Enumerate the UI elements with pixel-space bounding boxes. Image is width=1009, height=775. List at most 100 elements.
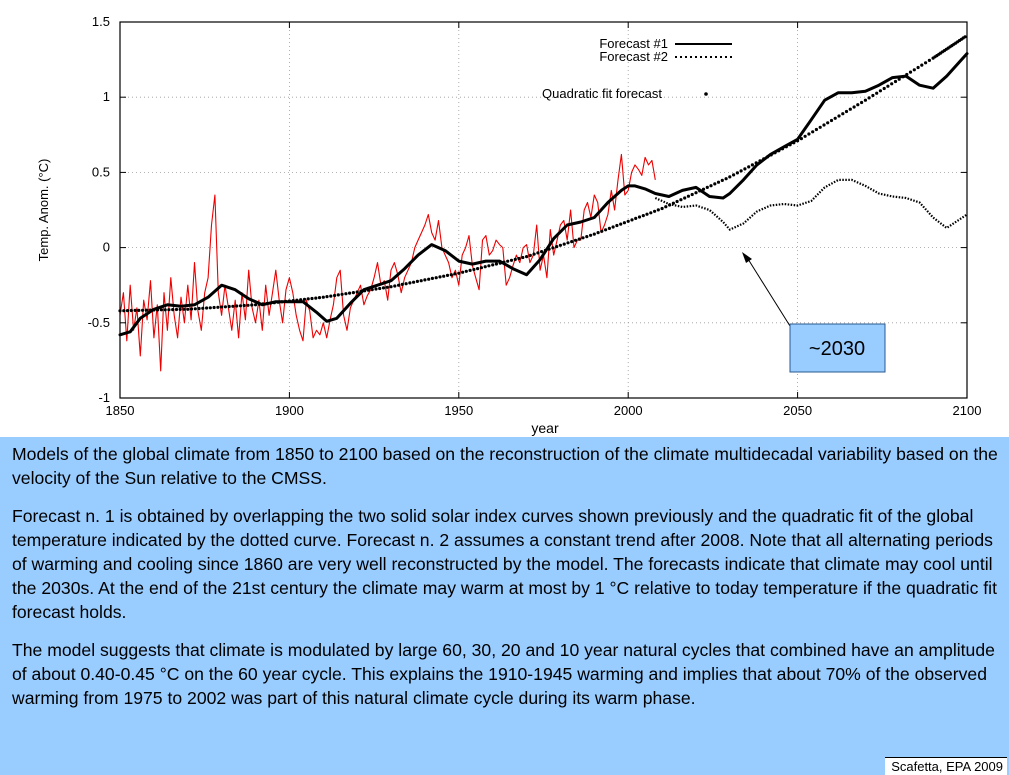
annotation-2030: ~2030 — [742, 252, 886, 373]
quadratic-fit-point — [837, 114, 841, 118]
quadratic-fit-point — [227, 304, 231, 309]
quadratic-fit-point — [735, 171, 740, 175]
quadratic-fit-point — [701, 187, 706, 191]
quadratic-fit-point — [212, 305, 216, 310]
quadratic-fit-point — [235, 304, 239, 308]
quadratic-fit-point — [589, 233, 593, 237]
quadratic-fit-point — [419, 279, 423, 283]
quadratic-fit-point — [186, 307, 190, 311]
quadratic-fit-point — [163, 308, 167, 312]
quadratic-fit-point — [607, 226, 612, 230]
quadratic-fit-point — [141, 308, 145, 312]
quadratic-fit-point — [878, 89, 883, 93]
quadratic-fit-point — [920, 63, 924, 67]
forecast-2-series — [654, 178, 968, 231]
quadratic-fit-point — [807, 132, 811, 136]
quadratic-fit-point — [317, 296, 322, 300]
quadratic-fit-point — [826, 121, 830, 125]
quadratic-fit-point — [713, 182, 717, 186]
x-tick-label: 2000 — [614, 403, 643, 418]
quadratic-fit-point — [604, 228, 608, 232]
quadratic-fit-point — [829, 118, 834, 123]
quadratic-fit-point — [637, 215, 642, 219]
quadratic-fit-point — [216, 305, 220, 309]
quadratic-fit-point — [592, 232, 596, 236]
quadratic-fit-point — [468, 268, 472, 272]
quadratic-fit-point — [133, 308, 137, 312]
quadratic-fit-point — [487, 264, 491, 268]
x-tick-label: 1900 — [275, 403, 304, 418]
quadratic-fit-point — [404, 282, 408, 286]
quadratic-fit-point — [223, 305, 227, 309]
quadratic-fit-point — [803, 134, 807, 138]
quadratic-fit-point — [430, 276, 434, 280]
quadratic-fit-point — [397, 283, 401, 287]
y-tick-label: 1 — [103, 89, 110, 104]
quadratic-fit-point — [494, 262, 498, 266]
quadratic-fit-point — [483, 265, 487, 269]
quadratic-fit-point — [679, 198, 683, 202]
quadratic-fit-point — [645, 212, 649, 216]
chart-grid — [120, 22, 967, 398]
observed-temperature-series — [119, 153, 656, 372]
quadratic-fit-point — [370, 288, 374, 292]
quadratic-fit-point — [182, 307, 186, 311]
quadratic-fit-point — [619, 222, 623, 226]
quadratic-fit-point — [927, 58, 932, 63]
x-tick-label: 2100 — [953, 403, 982, 418]
y-tick-label: -0.5 — [88, 315, 110, 330]
quadratic-fit-point — [705, 185, 709, 189]
quadratic-fit-point — [506, 259, 510, 263]
quadratic-fit-point — [205, 306, 209, 310]
quadratic-fit-point — [329, 294, 333, 298]
quadratic-fit-point — [246, 303, 250, 307]
quadratic-fit-point — [581, 236, 585, 240]
quadratic-fit-point — [302, 297, 307, 301]
quadratic-fit-point — [408, 281, 412, 285]
quadratic-fit-point — [566, 241, 570, 245]
caption-panel: Models of the global climate from 1850 t… — [0, 437, 1009, 775]
quadratic-fit-point — [732, 173, 736, 177]
quadratic-fit-point — [848, 107, 852, 111]
x-tick-label: 1850 — [106, 403, 135, 418]
quadratic-fit-point — [374, 287, 378, 291]
quadratic-fit-point — [750, 163, 755, 167]
quadratic-fit-point — [912, 68, 916, 72]
quadratic-fit-point — [860, 100, 864, 105]
quadratic-fit-point — [144, 308, 148, 312]
temperature-chart: -1 -0.5 0 0.5 1 1.5 1850 1900 1950 2000 2050 2100 F… — [36, 14, 982, 436]
quadratic-fit-point — [626, 219, 630, 223]
quadratic-fit-point — [916, 65, 920, 70]
quadratic-fit-point — [528, 253, 532, 257]
quadratic-fit-point — [400, 282, 404, 286]
quadratic-fit-point — [852, 105, 856, 109]
quadratic-fit-point — [513, 257, 517, 261]
quadratic-fit-point — [551, 246, 555, 250]
quadratic-fit-point — [822, 123, 826, 127]
quadratic-fit-series — [118, 35, 967, 313]
quadratic-fit-point — [509, 258, 514, 262]
x-axis-label: year — [531, 420, 559, 436]
quadratic-fit-point — [491, 263, 495, 267]
quadratic-fit-point — [193, 307, 197, 311]
quadratic-fit-point — [174, 307, 179, 312]
quadratic-fit-point — [476, 267, 480, 271]
quadratic-fit-point — [197, 306, 201, 311]
plot-frame — [119, 21, 968, 399]
quadratic-fit-point — [577, 237, 581, 241]
quadratic-fit-point — [893, 79, 898, 84]
quadratic-fit-point — [690, 192, 694, 197]
quadratic-fit-point — [555, 245, 559, 249]
quadratic-fit-point — [596, 231, 600, 235]
quadratic-fit-point — [125, 309, 130, 313]
legend-label-forecast-2: Forecast #2 — [599, 49, 668, 64]
quadratic-fit-point — [340, 292, 344, 296]
quadratic-fit-point — [472, 267, 476, 272]
quadratic-fit-point — [611, 225, 615, 229]
quadratic-fit-point — [811, 130, 815, 134]
quadratic-fit-point — [208, 306, 212, 310]
quadratic-fit-point — [412, 280, 416, 284]
quadratic-fit-point — [189, 307, 194, 311]
quadratic-fit-point — [562, 242, 566, 246]
legend-swatch-quadratic-fit — [704, 92, 708, 96]
